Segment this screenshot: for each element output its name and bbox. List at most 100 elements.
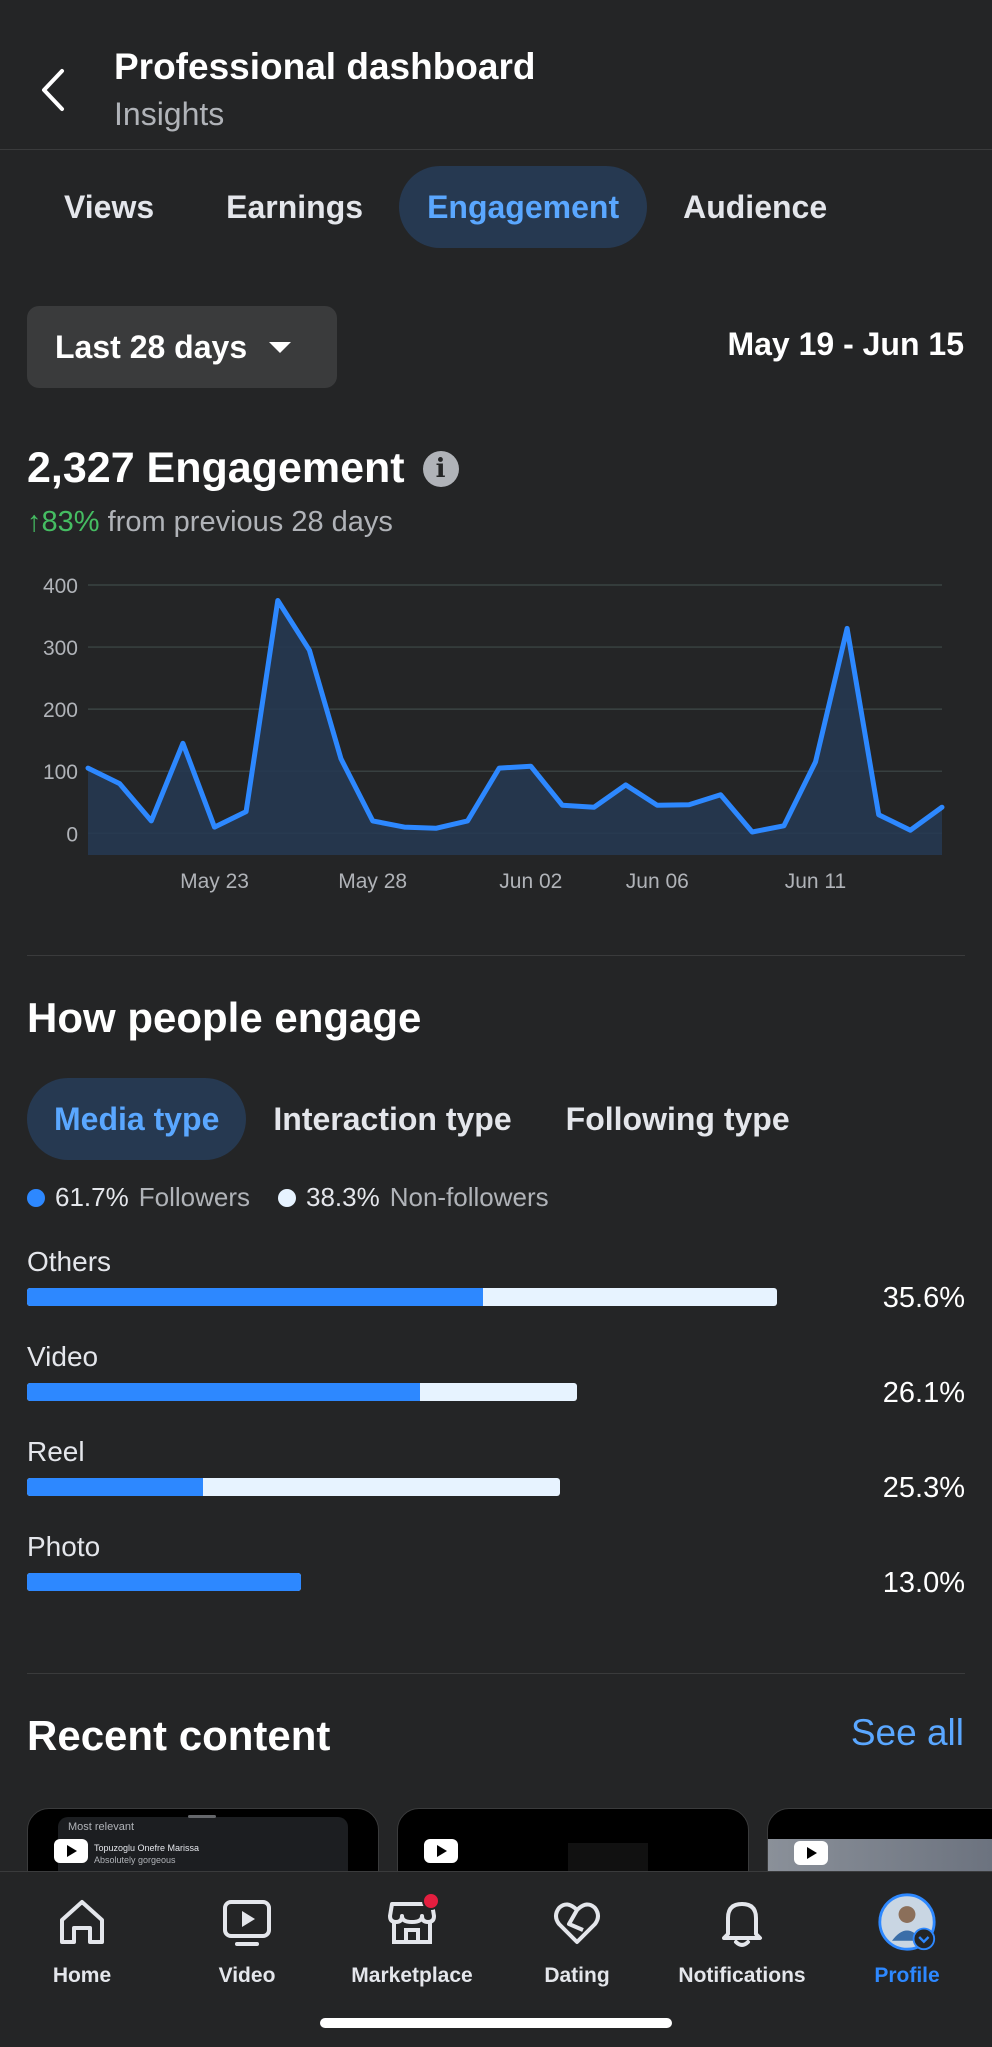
y-tick-label: 100: [43, 761, 78, 784]
divider: [27, 955, 965, 956]
x-tick-label: May 28: [338, 870, 407, 893]
tab-audience[interactable]: Audience: [683, 188, 828, 225]
see-all-link[interactable]: See all: [850, 1712, 964, 1753]
divider: [27, 1673, 965, 1674]
tab-engagement[interactable]: Engagement: [399, 166, 648, 248]
engagement-total-text: 2,327 Engagement: [27, 444, 405, 492]
engagement-chart: 0 100 200 300 400 May 23 May 28 Jun 02 Jun 06 Ju…: [43, 575, 945, 893]
bar-row-others: Others 35.6%: [27, 1246, 965, 1326]
bar-row-photo: Photo 13.0%: [27, 1531, 965, 1611]
home-indicator: [320, 2018, 672, 2028]
nav-video[interactable]: Video: [167, 1892, 327, 2002]
nav-label: Marketplace: [351, 1964, 473, 1987]
bar-row-reel: Reel 25.3%: [27, 1436, 965, 1516]
header: Professional dashboard Insights: [0, 0, 992, 150]
nav-label: Video: [218, 1964, 276, 1987]
bar-percent: 13.0%: [882, 1567, 965, 1599]
nav-dating[interactable]: Dating: [497, 1892, 657, 2002]
bar-percent: 25.3%: [882, 1472, 965, 1504]
date-range-label: Last 28 days: [55, 328, 248, 365]
series-line: [85, 598, 945, 835]
content-card[interactable]: Most relevant Topuzoglu Onefre Marissa A…: [27, 1808, 379, 1878]
bar-label: Others: [27, 1246, 112, 1277]
card-filter: Most relevant: [68, 1821, 135, 1833]
dating-icon: [547, 1892, 607, 1952]
y-tick-label: 200: [43, 699, 78, 722]
change-percent: ↑83%: [27, 506, 100, 538]
chevron-left-icon: [42, 69, 64, 111]
content-card[interactable]: [767, 1808, 992, 1878]
nav-label: Home: [52, 1964, 112, 1987]
recent-title: Recent content: [27, 1712, 331, 1759]
recent-content-carousel: Most relevant Topuzoglu Onefre Marissa A…: [27, 1808, 992, 1878]
legend-label: Non-followers: [389, 1182, 549, 1212]
x-tick-label: Jun 02: [499, 870, 562, 893]
card-thumbnail: [58, 1817, 348, 1878]
nav-label: Profile: [874, 1964, 940, 1987]
nav-label: Notifications: [678, 1964, 806, 1987]
legend-value: 61.7%: [55, 1182, 129, 1212]
bar-track: [27, 1573, 301, 1591]
engagement-total: 2,327 Engagement i: [27, 444, 459, 493]
caret-down-icon: [269, 341, 292, 353]
avatar: [877, 1892, 937, 1952]
bar-fill-followers: [27, 1478, 204, 1496]
bar-fill-followers: [27, 1383, 420, 1401]
marketplace-icon: [382, 1892, 442, 1952]
bottom-nav: Home Video Marketplace Dating Notificati…: [0, 1871, 992, 2047]
bar-row-video: Video 26.1%: [27, 1341, 965, 1421]
tab-interaction-type[interactable]: Interaction type: [273, 1100, 512, 1137]
bar-label: Photo: [27, 1531, 101, 1562]
x-tick-label: Jun 06: [626, 870, 689, 893]
page-title: Professional dashboard: [114, 46, 536, 87]
insight-tabs: Views Earnings Engagement Audience: [28, 166, 863, 248]
bell-icon: [712, 1892, 772, 1952]
bar-track: [27, 1478, 560, 1496]
nav-marketplace[interactable]: Marketplace: [332, 1892, 492, 2002]
info-icon[interactable]: i: [422, 450, 459, 487]
bar-percent: 35.6%: [882, 1282, 965, 1314]
x-tick-label: Jun 11: [785, 870, 847, 893]
home-icon: [52, 1892, 112, 1952]
tab-following-type[interactable]: Following type: [565, 1100, 790, 1137]
nav-home[interactable]: Home: [2, 1892, 162, 2002]
nav-notifications[interactable]: Notifications: [662, 1892, 822, 2002]
back-button[interactable]: [28, 60, 78, 120]
content-card[interactable]: [397, 1808, 749, 1878]
tab-earnings[interactable]: Earnings: [226, 188, 364, 225]
bar-label: Reel: [27, 1436, 85, 1467]
area-fill: [88, 600, 942, 855]
bar-fill-followers: [27, 1288, 483, 1306]
engage-title: How people engage: [27, 994, 422, 1041]
play-icon: [54, 1839, 88, 1863]
bar-label: Video: [27, 1341, 99, 1372]
date-range-dropdown[interactable]: Last 28 days: [27, 306, 337, 388]
legend-value: 38.3%: [305, 1182, 380, 1212]
card-commenter: Topuzoglu Onefre Marissa: [94, 1843, 200, 1853]
legend-dot-followers: [27, 1188, 45, 1207]
page-subtitle: Insights: [114, 96, 225, 132]
date-range-text: May 19 - Jun 15: [727, 326, 964, 362]
y-tick-label: 400: [43, 575, 78, 598]
engage-subtabs: Media type Interaction type Following ty…: [27, 1078, 817, 1160]
card-comment: Absolutely gorgeous: [94, 1855, 176, 1865]
legend-followers: 61.7% Followers: [27, 1182, 250, 1213]
bar-fill-followers: [27, 1573, 301, 1591]
bar-percent: 26.1%: [882, 1377, 965, 1409]
legend-label: Followers: [138, 1182, 250, 1212]
nav-profile[interactable]: Profile: [827, 1892, 987, 2002]
tab-views[interactable]: Views: [64, 188, 155, 225]
tab-media-type[interactable]: Media type: [27, 1078, 247, 1160]
play-icon: [794, 1841, 828, 1865]
bar-track: [27, 1383, 577, 1401]
nav-label: Dating: [544, 1964, 610, 1987]
x-tick-label: May 23: [180, 870, 249, 893]
legend-dot-non-followers: [277, 1188, 296, 1207]
engage-legend: 61.7% Followers 38.3% Non-followers: [27, 1182, 577, 1213]
y-tick-label: 0: [66, 823, 78, 846]
change-text: from previous 28 days: [99, 506, 393, 538]
video-icon: [217, 1892, 277, 1952]
play-icon: [424, 1839, 458, 1863]
y-tick-label: 300: [43, 637, 78, 660]
bar-track: [27, 1288, 777, 1306]
